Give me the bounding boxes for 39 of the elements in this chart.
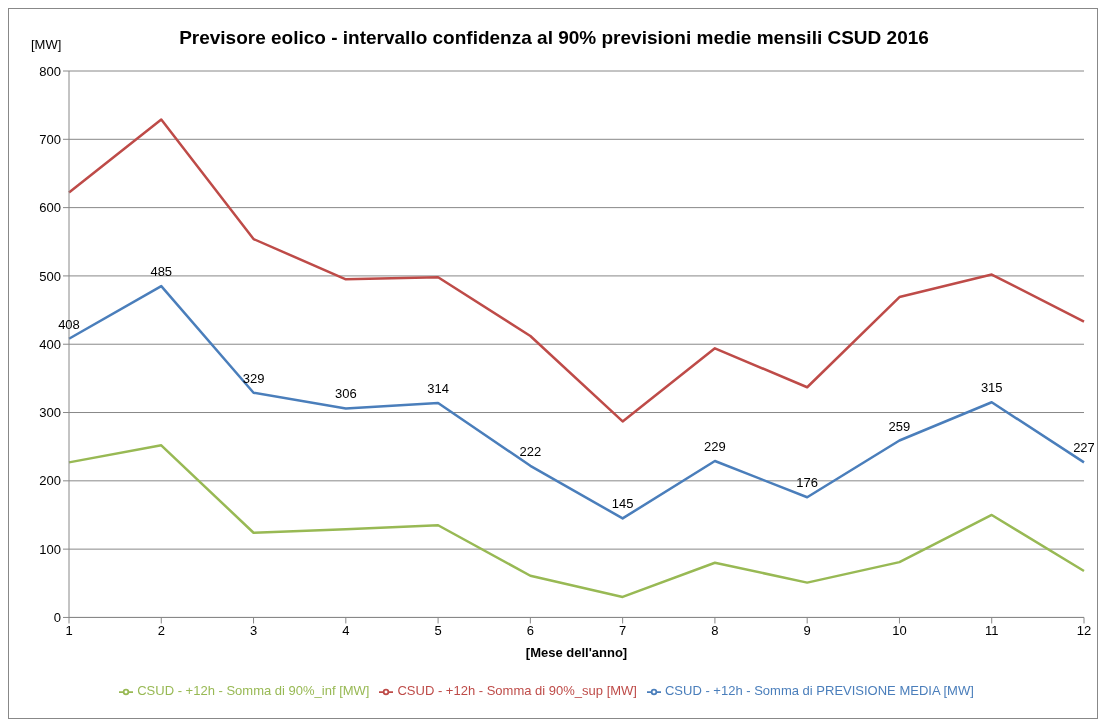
data-label: 306: [334, 386, 357, 402]
x-tick-label: 7: [619, 622, 627, 638]
x-tick-label: 8: [711, 622, 719, 638]
x-tick-label: 11: [984, 622, 999, 638]
x-tick-label: 6: [526, 622, 534, 638]
x-tick-label: 12: [1076, 622, 1092, 638]
data-label: 145: [611, 496, 634, 512]
x-tick-label: 1: [65, 622, 73, 638]
legend-label: CSUD - +12h - Somma di PREVISIONE MEDIA [MW]: [664, 683, 974, 699]
data-label: 227: [1073, 440, 1095, 456]
x-tick-label: 5: [434, 622, 442, 638]
y-tick-label: 800: [39, 63, 61, 79]
data-label: 329: [242, 370, 265, 386]
data-label: 259: [888, 418, 911, 434]
chart-title: Previsore eolico - intervallo confidenza al 90% previsioni medie mensili CSUD 2016: [179, 27, 929, 48]
data-label: 485: [150, 264, 173, 280]
legend-label: CSUD - +12h - Somma di 90%_sup [MW]: [397, 683, 637, 699]
data-label: 222: [519, 443, 542, 459]
y-tick-label: 300: [39, 405, 61, 421]
x-tick-label: 4: [342, 622, 350, 638]
y-tick-label: 100: [39, 541, 61, 557]
data-label: 176: [796, 475, 819, 491]
x-tick-label: 2: [157, 622, 165, 638]
data-label: 229: [704, 439, 726, 455]
y-tick-label: 200: [39, 473, 61, 489]
data-label: 315: [980, 380, 1003, 396]
legend-label: CSUD - +12h - Somma di 90%_inf [MW]: [137, 683, 370, 699]
y-tick-label: 700: [39, 131, 61, 147]
x-tick-label: 9: [803, 622, 811, 638]
x-tick-label: 3: [249, 622, 258, 638]
data-label: 408: [58, 316, 80, 332]
x-axis-title: [Mese dell'anno]: [525, 645, 628, 661]
y-axis-title: [MW]: [31, 37, 62, 52]
y-tick-label: 0: [53, 610, 61, 626]
y-tick-label: 500: [39, 268, 61, 284]
data-label: 314: [427, 380, 449, 396]
y-tick-label: 600: [39, 200, 61, 216]
x-tick-label: 10: [892, 622, 907, 638]
y-tick-label: 400: [39, 336, 61, 352]
